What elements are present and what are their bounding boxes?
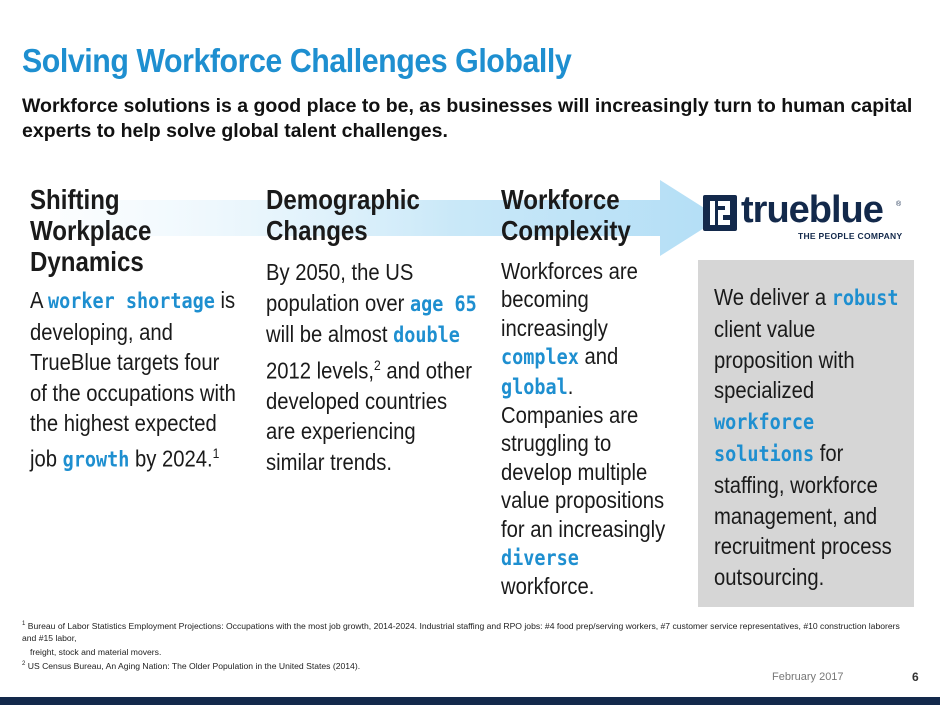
page-number: 6 (912, 670, 919, 684)
highlight-workforce-solutions: workforce solutions (714, 410, 815, 466)
highlight-global: global (501, 374, 568, 399)
highlight-double: double (393, 323, 460, 347)
highlight-robust: robust (831, 286, 899, 310)
logo-tagline: THE PEOPLE COMPANY (798, 231, 903, 241)
column-heading: Shifting Workplace Dynamics (30, 184, 152, 277)
logo-wordmark: trueblue (741, 189, 884, 231)
column-body: By 2050, the US population over age 65 w… (266, 259, 477, 475)
trueblue-mark-icon (703, 195, 737, 231)
bottom-bar (0, 697, 940, 705)
progress-arrow (60, 180, 720, 256)
footer-date: February 2017 (772, 671, 844, 683)
trueblue-logo: trueblue ® THE PEOPLE COMPANY (703, 189, 903, 245)
footnote-1: 1 Bureau of Labor Statistics Employment … (22, 621, 900, 643)
highlight-complex: complex (501, 345, 579, 370)
column-workforce-complexity: Workforce Complexity Workforces are beco… (501, 184, 741, 601)
column-heading: Demographic Changes (266, 184, 420, 246)
column-workplace-dynamics: Shifting Workplace Dynamics A worker sho… (30, 184, 270, 475)
footnotes: 1 Bureau of Labor Statistics Employment … (22, 620, 902, 674)
column-body: A worker shortage is developing, and Tru… (30, 287, 236, 472)
value-proposition-text: We deliver a robust client value proposi… (714, 284, 899, 591)
highlight-growth: growth (62, 447, 130, 472)
column-demographic-changes: Demographic Changes By 2050, the US popu… (266, 184, 506, 477)
column-body: Workforces are becoming increasingly com… (501, 258, 666, 600)
value-proposition-box (698, 260, 914, 607)
highlight-age-65: age 65 (410, 291, 477, 316)
column-heading: Workforce Complexity (501, 184, 631, 246)
highlight-diverse: diverse (501, 546, 579, 571)
footnote-2: 2 US Census Bureau, An Aging Nation: The… (22, 661, 361, 671)
slide-subtitle: Workforce solutions is a good place to b… (22, 95, 913, 142)
registered-mark: ® (896, 201, 902, 208)
slide-title: Solving Workforce Challenges Globally (22, 42, 572, 79)
footnote-1-continued: freight, stock and material movers. (30, 647, 162, 657)
highlight-worker-shortage: worker shortage (48, 289, 215, 313)
